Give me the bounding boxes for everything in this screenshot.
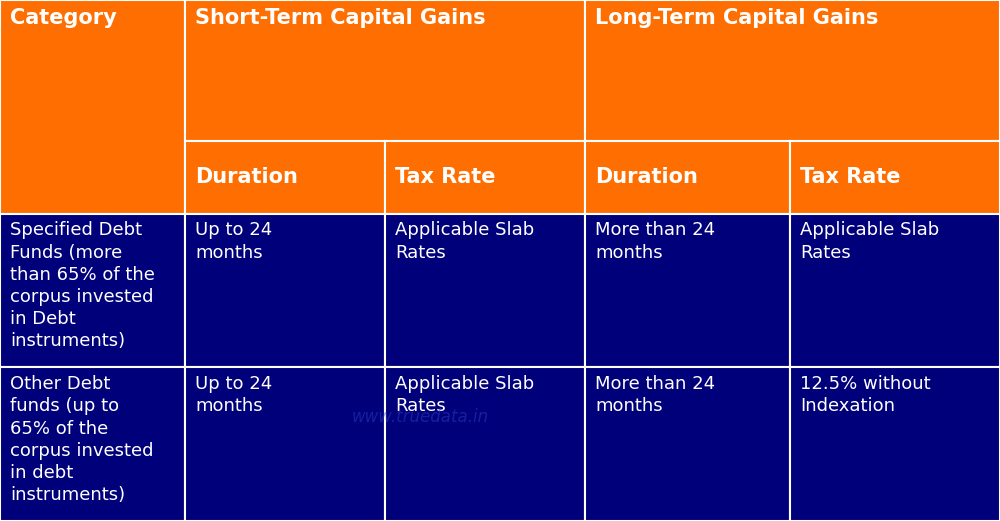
Text: More than 24
months: More than 24 months xyxy=(595,375,715,415)
Text: 12.5% without
Indexation: 12.5% without Indexation xyxy=(800,375,931,415)
Text: Long-Term Capital Gains: Long-Term Capital Gains xyxy=(595,8,878,28)
Bar xyxy=(0,214,185,367)
Bar xyxy=(790,367,1000,521)
Text: Up to 24
months: Up to 24 months xyxy=(195,375,272,415)
Text: www.truedata.in: www.truedata.in xyxy=(351,408,489,426)
Bar xyxy=(385,367,585,521)
Text: Duration: Duration xyxy=(595,167,698,187)
Bar xyxy=(585,367,790,521)
Text: More than 24
months: More than 24 months xyxy=(595,221,715,262)
Bar xyxy=(185,367,385,521)
Bar xyxy=(0,367,185,521)
Bar xyxy=(0,0,185,214)
Bar xyxy=(185,0,585,141)
Bar xyxy=(790,141,1000,214)
Text: Other Debt
funds (up to
65% of the
corpus invested
in debt
instruments): Other Debt funds (up to 65% of the corpu… xyxy=(10,375,154,504)
Bar xyxy=(585,0,1000,141)
Text: Duration: Duration xyxy=(195,167,298,187)
Bar xyxy=(185,141,385,214)
Text: Applicable Slab
Rates: Applicable Slab Rates xyxy=(800,221,939,262)
Text: Up to 24
months: Up to 24 months xyxy=(195,221,272,262)
Bar xyxy=(385,141,585,214)
Text: Category: Category xyxy=(10,8,117,28)
Bar xyxy=(585,141,790,214)
Bar xyxy=(385,214,585,367)
Text: Specified Debt
Funds (more
than 65% of the
corpus invested
in Debt
instruments): Specified Debt Funds (more than 65% of t… xyxy=(10,221,155,351)
Text: Short-Term Capital Gains: Short-Term Capital Gains xyxy=(195,8,486,28)
Bar xyxy=(585,214,790,367)
Text: Applicable Slab
Rates: Applicable Slab Rates xyxy=(395,221,534,262)
Text: Tax Rate: Tax Rate xyxy=(800,167,900,187)
Bar xyxy=(790,214,1000,367)
Bar xyxy=(185,214,385,367)
Text: Tax Rate: Tax Rate xyxy=(395,167,496,187)
Text: Applicable Slab
Rates: Applicable Slab Rates xyxy=(395,375,534,415)
